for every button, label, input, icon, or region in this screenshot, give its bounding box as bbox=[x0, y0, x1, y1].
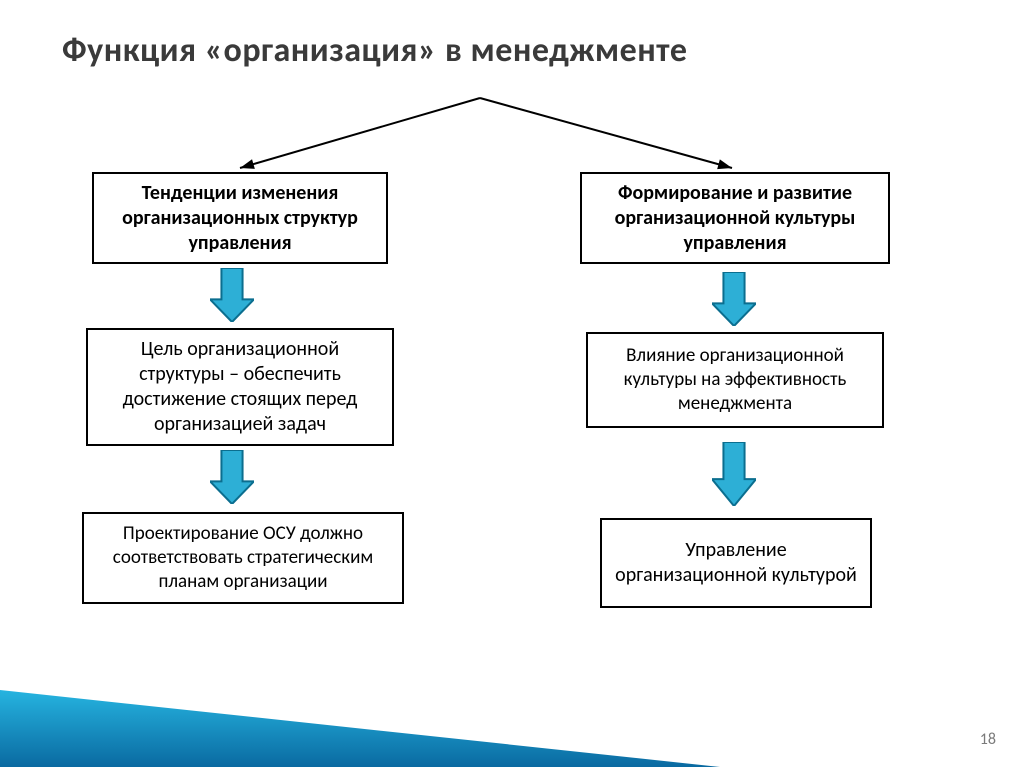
box-right-mid: Влияние организационной культуры на эффе… bbox=[586, 332, 884, 428]
arrow-left-1 bbox=[210, 268, 254, 322]
box-right-top: Формирование и развитие организационной … bbox=[580, 172, 890, 264]
slide-title: Функция «организация» в менеджменте bbox=[62, 30, 687, 71]
box-left-top-text: Тенденции изменения организационных стру… bbox=[104, 181, 376, 256]
box-right-mid-text: Влияние организационной культуры на эффе… bbox=[598, 344, 872, 415]
page-number: 18 bbox=[980, 730, 996, 749]
arrow-right-1 bbox=[712, 272, 756, 326]
arrow-left-2 bbox=[210, 450, 254, 504]
box-right-bot: Управление организационной культурой bbox=[600, 518, 872, 608]
box-left-mid: Цель организационной структуры – обеспеч… bbox=[86, 328, 394, 446]
box-right-bot-text: Управление организационной культурой bbox=[612, 538, 860, 588]
box-right-top-text: Формирование и развитие организационной … bbox=[592, 181, 878, 256]
decorative-swoosh bbox=[0, 647, 1024, 767]
slide: Функция «организация» в менеджменте Тенд… bbox=[0, 0, 1024, 767]
box-left-mid-text: Цель организационной структуры – обеспеч… bbox=[98, 337, 382, 437]
arrow-right-2 bbox=[712, 442, 756, 506]
box-left-bot: Проектирование ОСУ должно соответствоват… bbox=[82, 512, 404, 604]
box-left-top: Тенденции изменения организационных стру… bbox=[92, 172, 388, 264]
box-left-bot-text: Проектирование ОСУ должно соответствоват… bbox=[94, 522, 392, 593]
